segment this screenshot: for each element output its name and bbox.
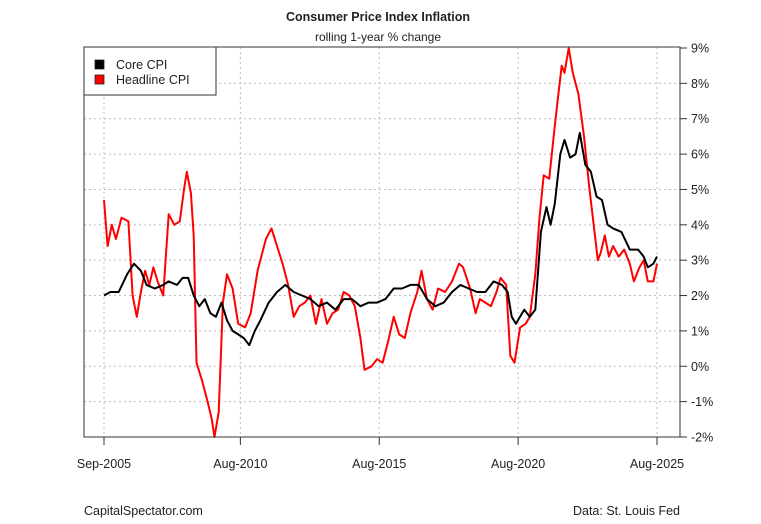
y-tick-label: 2%	[691, 289, 709, 303]
y-tick-label: 3%	[691, 254, 709, 268]
x-tick-label: Aug-2015	[352, 457, 406, 471]
y-tick-label: 8%	[691, 77, 709, 91]
x-tick-label: Aug-2025	[630, 457, 684, 471]
footer-data-credit: Data: St. Louis Fed	[573, 504, 680, 518]
x-tick-label: Sep-2005	[77, 457, 131, 471]
legend-label-core-cpi: Core CPI	[116, 58, 167, 72]
x-tick-label: Aug-2010	[213, 457, 267, 471]
y-tick-label: 0%	[691, 360, 709, 374]
chart-subtitle: rolling 1-year % change	[315, 30, 441, 44]
x-tick-label: Aug-2020	[491, 457, 545, 471]
axes: -2% -1% 0% 1% 2% 3% 4% 5% 6% 7% 8% 9% Sep-2005 Aug-20…	[77, 42, 713, 472]
legend-swatch-headline-cpi	[94, 74, 105, 85]
y-tick-label: -1%	[691, 395, 713, 409]
legend-label-headline-cpi: Headline CPI	[116, 73, 190, 87]
legend-swatch-core-cpi	[94, 59, 105, 70]
footer-source-site: CapitalSpectator.com	[84, 504, 203, 518]
series-line-core-cpi	[103, 131, 658, 347]
legend-box	[83, 46, 217, 96]
y-tick-label: 1%	[691, 324, 709, 338]
series-line-headline-cpi	[103, 47, 658, 438]
legend: Core CPI Headline CPI	[83, 46, 217, 96]
y-tick-label: 4%	[691, 218, 709, 232]
y-tick-label: 9%	[691, 42, 709, 56]
y-tick-label: 5%	[691, 183, 709, 197]
gridlines	[84, 47, 680, 437]
y-tick-label: 6%	[691, 148, 709, 162]
y-tick-label: 7%	[691, 112, 709, 126]
plot-frame	[83, 46, 681, 438]
series-lines	[103, 47, 658, 438]
y-tick-label: -2%	[691, 431, 713, 445]
chart-title: Consumer Price Index Inflation	[286, 10, 470, 24]
